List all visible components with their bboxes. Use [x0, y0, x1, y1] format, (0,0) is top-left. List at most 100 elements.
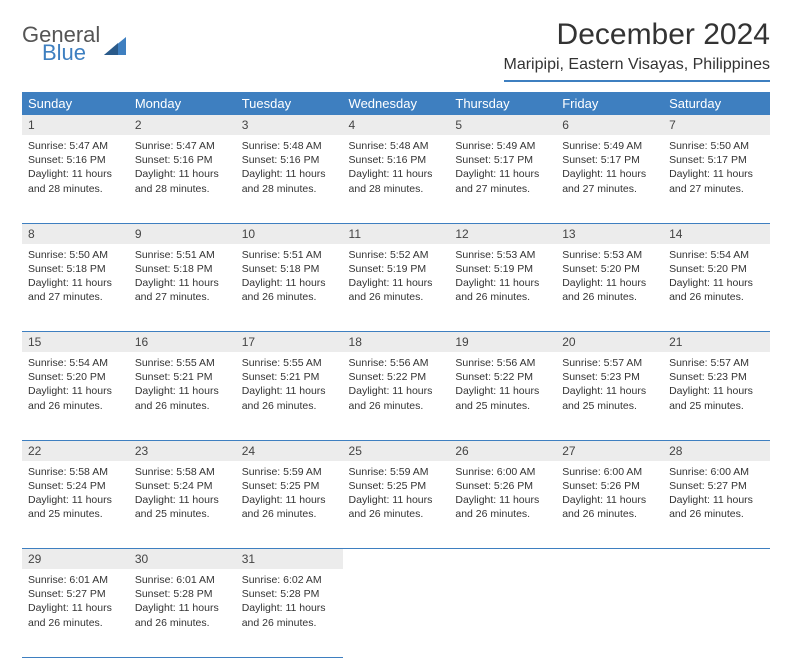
day-cell-body: Sunrise: 5:53 AMSunset: 5:20 PMDaylight:… — [556, 244, 663, 311]
day-number-cell — [343, 549, 450, 570]
day-cell: Sunrise: 5:50 AMSunset: 5:17 PMDaylight:… — [663, 135, 770, 223]
day-number-cell: 29 — [22, 549, 129, 570]
day-of-week-header: Monday — [129, 92, 236, 115]
day-cell-body: Sunrise: 5:55 AMSunset: 5:21 PMDaylight:… — [236, 352, 343, 419]
day-cell-body: Sunrise: 5:58 AMSunset: 5:24 PMDaylight:… — [129, 461, 236, 528]
day-number-row: 22232425262728 — [22, 440, 770, 461]
day-number-cell: 31 — [236, 549, 343, 570]
day-number-cell: 25 — [343, 440, 450, 461]
day-cell: Sunrise: 5:59 AMSunset: 5:25 PMDaylight:… — [236, 461, 343, 549]
week-row: Sunrise: 5:50 AMSunset: 5:18 PMDaylight:… — [22, 244, 770, 332]
day-cell: Sunrise: 6:01 AMSunset: 5:27 PMDaylight:… — [22, 569, 129, 657]
day-number-cell: 28 — [663, 440, 770, 461]
day-number-cell: 27 — [556, 440, 663, 461]
day-number-cell: 1 — [22, 115, 129, 135]
day-number-cell — [663, 549, 770, 570]
day-number-cell — [556, 549, 663, 570]
day-number-row: 293031 — [22, 549, 770, 570]
day-cell-body: Sunrise: 6:00 AMSunset: 5:26 PMDaylight:… — [556, 461, 663, 528]
day-cell-body: Sunrise: 5:52 AMSunset: 5:19 PMDaylight:… — [343, 244, 450, 311]
day-cell: Sunrise: 6:02 AMSunset: 5:28 PMDaylight:… — [236, 569, 343, 657]
day-cell-body: Sunrise: 6:00 AMSunset: 5:27 PMDaylight:… — [663, 461, 770, 528]
day-cell-body: Sunrise: 5:47 AMSunset: 5:16 PMDaylight:… — [129, 135, 236, 202]
title-block: December 2024 Maripipi, Eastern Visayas,… — [504, 18, 771, 82]
day-cell-body: Sunrise: 5:54 AMSunset: 5:20 PMDaylight:… — [22, 352, 129, 419]
week-row: Sunrise: 6:01 AMSunset: 5:27 PMDaylight:… — [22, 569, 770, 657]
day-number-cell: 2 — [129, 115, 236, 135]
day-number-cell: 14 — [663, 223, 770, 244]
day-cell-body: Sunrise: 5:55 AMSunset: 5:21 PMDaylight:… — [129, 352, 236, 419]
day-of-week-header-row: SundayMondayTuesdayWednesdayThursdayFrid… — [22, 92, 770, 115]
day-cell-body: Sunrise: 5:50 AMSunset: 5:17 PMDaylight:… — [663, 135, 770, 202]
day-cell: Sunrise: 5:59 AMSunset: 5:25 PMDaylight:… — [343, 461, 450, 549]
day-cell-body: Sunrise: 5:53 AMSunset: 5:19 PMDaylight:… — [449, 244, 556, 311]
day-number-cell: 22 — [22, 440, 129, 461]
brand-sail-icon — [104, 37, 130, 57]
brand-logo: General Blue — [22, 24, 130, 64]
day-cell: Sunrise: 5:48 AMSunset: 5:16 PMDaylight:… — [236, 135, 343, 223]
day-number-cell: 15 — [22, 332, 129, 353]
day-cell-body: Sunrise: 5:59 AMSunset: 5:25 PMDaylight:… — [236, 461, 343, 528]
day-cell: Sunrise: 5:53 AMSunset: 5:20 PMDaylight:… — [556, 244, 663, 332]
day-cell — [343, 569, 450, 657]
day-number-cell: 3 — [236, 115, 343, 135]
day-cell-body: Sunrise: 5:50 AMSunset: 5:18 PMDaylight:… — [22, 244, 129, 311]
day-cell-body: Sunrise: 5:48 AMSunset: 5:16 PMDaylight:… — [236, 135, 343, 202]
day-number-cell: 23 — [129, 440, 236, 461]
day-of-week-header: Friday — [556, 92, 663, 115]
day-cell — [556, 569, 663, 657]
day-number-cell: 13 — [556, 223, 663, 244]
day-cell: Sunrise: 6:00 AMSunset: 5:27 PMDaylight:… — [663, 461, 770, 549]
brand-word-2: Blue — [42, 42, 100, 64]
day-of-week-header: Tuesday — [236, 92, 343, 115]
week-row: Sunrise: 5:47 AMSunset: 5:16 PMDaylight:… — [22, 135, 770, 223]
week-row: Sunrise: 5:58 AMSunset: 5:24 PMDaylight:… — [22, 461, 770, 549]
day-number-cell: 24 — [236, 440, 343, 461]
day-cell: Sunrise: 5:51 AMSunset: 5:18 PMDaylight:… — [129, 244, 236, 332]
day-cell-body: Sunrise: 5:56 AMSunset: 5:22 PMDaylight:… — [449, 352, 556, 419]
day-cell: Sunrise: 5:50 AMSunset: 5:18 PMDaylight:… — [22, 244, 129, 332]
day-cell-body: Sunrise: 5:51 AMSunset: 5:18 PMDaylight:… — [129, 244, 236, 311]
day-cell-body: Sunrise: 5:58 AMSunset: 5:24 PMDaylight:… — [22, 461, 129, 528]
day-cell: Sunrise: 6:00 AMSunset: 5:26 PMDaylight:… — [449, 461, 556, 549]
day-cell: Sunrise: 5:57 AMSunset: 5:23 PMDaylight:… — [663, 352, 770, 440]
day-cell: Sunrise: 5:57 AMSunset: 5:23 PMDaylight:… — [556, 352, 663, 440]
day-cell-body: Sunrise: 5:57 AMSunset: 5:23 PMDaylight:… — [556, 352, 663, 419]
day-cell: Sunrise: 5:58 AMSunset: 5:24 PMDaylight:… — [22, 461, 129, 549]
day-cell: Sunrise: 5:55 AMSunset: 5:21 PMDaylight:… — [129, 352, 236, 440]
day-number-cell: 11 — [343, 223, 450, 244]
day-cell-body: Sunrise: 6:00 AMSunset: 5:26 PMDaylight:… — [449, 461, 556, 528]
page-header: General Blue December 2024 Maripipi, Eas… — [22, 18, 770, 82]
calendar-table: SundayMondayTuesdayWednesdayThursdayFrid… — [22, 92, 770, 658]
day-cell: Sunrise: 5:49 AMSunset: 5:17 PMDaylight:… — [449, 135, 556, 223]
day-number-cell: 6 — [556, 115, 663, 135]
day-cell-body: Sunrise: 5:57 AMSunset: 5:23 PMDaylight:… — [663, 352, 770, 419]
day-cell: Sunrise: 5:55 AMSunset: 5:21 PMDaylight:… — [236, 352, 343, 440]
day-cell-body: Sunrise: 6:01 AMSunset: 5:28 PMDaylight:… — [129, 569, 236, 636]
day-number-cell: 5 — [449, 115, 556, 135]
day-cell-body: Sunrise: 5:54 AMSunset: 5:20 PMDaylight:… — [663, 244, 770, 311]
day-number-cell: 16 — [129, 332, 236, 353]
day-number-cell: 8 — [22, 223, 129, 244]
day-number-row: 891011121314 — [22, 223, 770, 244]
day-of-week-header: Saturday — [663, 92, 770, 115]
day-cell: Sunrise: 5:52 AMSunset: 5:19 PMDaylight:… — [343, 244, 450, 332]
day-cell: Sunrise: 5:49 AMSunset: 5:17 PMDaylight:… — [556, 135, 663, 223]
day-cell — [449, 569, 556, 657]
day-cell-body: Sunrise: 5:51 AMSunset: 5:18 PMDaylight:… — [236, 244, 343, 311]
day-number-row: 1234567 — [22, 115, 770, 135]
day-cell-body: Sunrise: 5:47 AMSunset: 5:16 PMDaylight:… — [22, 135, 129, 202]
day-of-week-header: Thursday — [449, 92, 556, 115]
day-cell-body: Sunrise: 5:56 AMSunset: 5:22 PMDaylight:… — [343, 352, 450, 419]
day-number-cell: 19 — [449, 332, 556, 353]
day-cell-body: Sunrise: 5:49 AMSunset: 5:17 PMDaylight:… — [556, 135, 663, 202]
day-of-week-header: Sunday — [22, 92, 129, 115]
day-cell — [663, 569, 770, 657]
day-cell-body: Sunrise: 5:48 AMSunset: 5:16 PMDaylight:… — [343, 135, 450, 202]
day-number-cell: 21 — [663, 332, 770, 353]
day-number-cell: 4 — [343, 115, 450, 135]
day-cell: Sunrise: 6:00 AMSunset: 5:26 PMDaylight:… — [556, 461, 663, 549]
day-number-cell: 30 — [129, 549, 236, 570]
day-number-cell: 20 — [556, 332, 663, 353]
day-cell: Sunrise: 6:01 AMSunset: 5:28 PMDaylight:… — [129, 569, 236, 657]
